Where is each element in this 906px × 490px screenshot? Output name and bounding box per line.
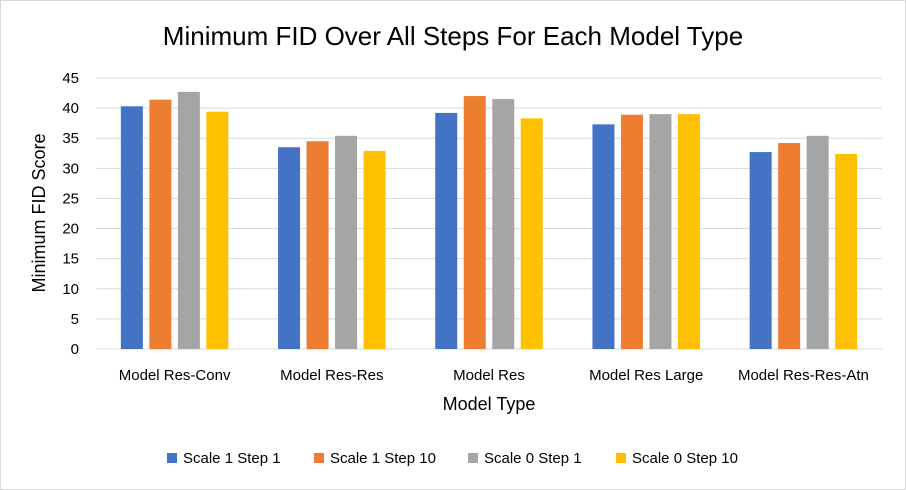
- y-tick-label: 45: [62, 70, 79, 87]
- bar: [835, 153, 858, 349]
- legend-item: Scale 0 Step 10: [616, 450, 738, 467]
- bar: [363, 150, 386, 349]
- legend-label: Scale 0 Step 1: [484, 450, 582, 467]
- bar: [120, 106, 143, 349]
- bar: [306, 141, 329, 349]
- legend-item: Scale 0 Step 1: [468, 450, 582, 467]
- bar: [778, 143, 801, 349]
- bars: [120, 91, 858, 350]
- y-tick-label: 35: [62, 130, 79, 147]
- bar: [592, 124, 615, 349]
- y-tick-label: 15: [62, 251, 79, 268]
- bar: [649, 114, 672, 349]
- chart-title: Minimum FID Over All Steps For Each Mode…: [163, 21, 743, 51]
- bar: [335, 135, 358, 349]
- bar: [749, 152, 772, 349]
- legend: Scale 1 Step 1 Scale 1 Step 10 Scale 0 Ste…: [167, 450, 738, 467]
- x-tick-label: Model Res-Res: [280, 367, 383, 384]
- bar: [463, 96, 486, 349]
- legend-label: Scale 1 Step 1: [183, 450, 281, 467]
- legend-swatch: [167, 453, 177, 463]
- y-tick-label: 20: [62, 221, 79, 238]
- legend-swatch: [314, 453, 324, 463]
- legend-label: Scale 1 Step 10: [330, 450, 436, 467]
- bar: [206, 111, 229, 349]
- bar: [435, 112, 458, 349]
- y-tick-label: 10: [62, 281, 79, 298]
- legend-swatch: [468, 453, 478, 463]
- legend-item: Scale 1 Step 10: [314, 450, 436, 467]
- bar: [177, 91, 200, 350]
- y-axis-label: Minimum FID Score: [29, 133, 49, 292]
- legend-item: Scale 1 Step 1: [167, 450, 281, 467]
- bar: [278, 147, 301, 349]
- x-tick-label: Model Res Large: [589, 367, 703, 384]
- x-axis-ticks: Model Res-Conv Model Res-Res Model Res Mode…: [119, 367, 869, 384]
- y-tick-label: 30: [62, 160, 79, 177]
- x-tick-label: Model Res-Res-Atn: [738, 367, 869, 384]
- y-tick-label: 25: [62, 190, 79, 207]
- x-axis-label: Model Type: [443, 394, 536, 414]
- y-tick-label: 5: [71, 311, 79, 328]
- y-tick-label: 0: [71, 341, 79, 358]
- bar: [149, 99, 172, 350]
- bar: [620, 114, 643, 349]
- y-axis-ticks: 0 5 10 15 20 25 30 35 40 45: [62, 70, 79, 358]
- bar: [677, 114, 700, 349]
- bar: [520, 118, 543, 349]
- legend-label: Scale 0 Step 10: [632, 450, 738, 467]
- x-tick-label: Model Res: [453, 367, 525, 384]
- y-tick-label: 40: [62, 100, 79, 117]
- legend-swatch: [616, 453, 626, 463]
- bar: [806, 135, 829, 349]
- bar: [492, 99, 515, 349]
- x-tick-label: Model Res-Conv: [119, 367, 231, 384]
